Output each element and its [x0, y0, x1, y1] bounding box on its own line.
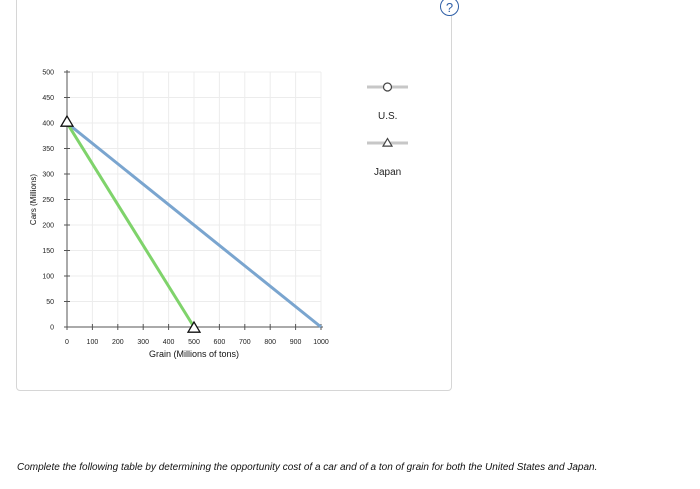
- legend-label-us: U.S.: [378, 111, 398, 122]
- series-line-us: [66, 121, 322, 329]
- x-tick-label: 600: [214, 339, 226, 346]
- y-tick-label: 300: [42, 172, 54, 179]
- series-line-japan: [65, 122, 196, 328]
- x-tick-label: 300: [137, 339, 149, 346]
- x-tick-label: 800: [264, 339, 276, 346]
- x-axis-label: Grain (Millions of tons): [149, 349, 239, 359]
- y-tick-label: 50: [46, 299, 54, 306]
- x-tick-label: 100: [87, 339, 99, 346]
- legend-circle-icon: [382, 82, 393, 92]
- graph-panel: ?: [16, 0, 459, 391]
- japan-point-marker: [186, 320, 202, 333]
- x-tick-label: 900: [290, 339, 302, 346]
- japan-point-marker: [59, 114, 75, 127]
- y-tick-label: 450: [42, 95, 54, 102]
- legend-label-japan: Japan: [374, 167, 402, 178]
- y-tick-label: 150: [42, 248, 54, 255]
- y-axis-label: Cars (Millions): [29, 174, 38, 225]
- instructions-text: Complete the following table by determin…: [17, 462, 598, 473]
- legend-triangle-icon: [381, 137, 394, 147]
- x-tick-label: 200: [112, 339, 124, 346]
- x-tick-label: 700: [239, 339, 251, 346]
- ppf-chart: 0 100 200 300 400 500 600 700 800 900 1000 0 50 100 15…: [29, 70, 408, 359]
- y-tick-label: 500: [42, 70, 54, 77]
- x-tick-label: 0: [65, 339, 69, 346]
- x-tick-label: 500: [188, 339, 200, 346]
- help-button[interactable]: ?: [440, 0, 459, 16]
- y-tick-label: 350: [42, 146, 54, 153]
- x-tick-label: 400: [163, 339, 175, 346]
- y-tick-label: 400: [42, 121, 54, 128]
- x-tick-label: 1000: [313, 339, 329, 346]
- y-tick-label: 200: [42, 223, 54, 230]
- y-tick-label: 100: [42, 274, 54, 281]
- y-tick-label: 0: [50, 325, 54, 332]
- y-tick-label: 250: [42, 197, 54, 204]
